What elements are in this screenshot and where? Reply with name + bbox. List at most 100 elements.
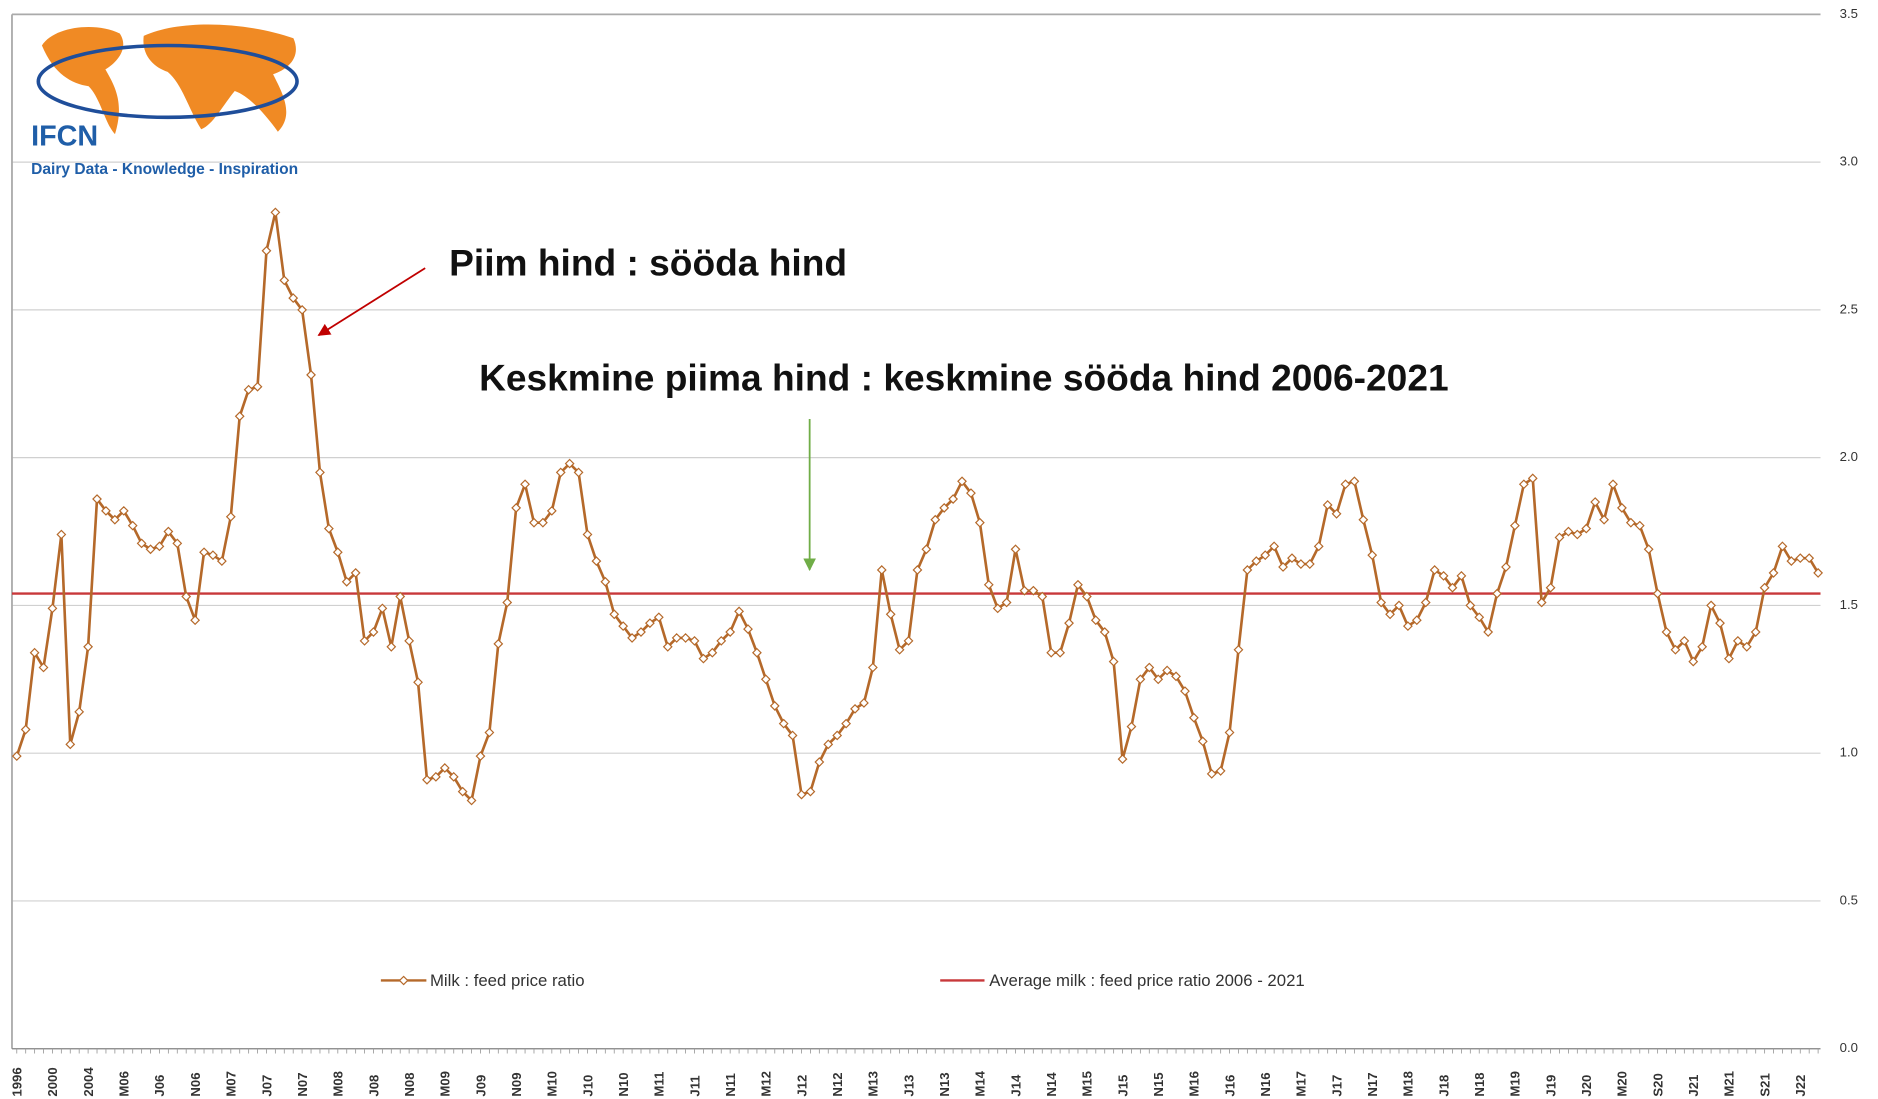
data-point [609, 609, 620, 620]
data-point [359, 635, 370, 646]
x-tick-label: N11 [723, 1073, 738, 1096]
x-tick-label: 1996 [10, 1067, 25, 1096]
data-point [1527, 473, 1538, 484]
x-tick-label: M16 [1187, 1071, 1202, 1097]
data-point [466, 795, 477, 806]
data-point [698, 653, 709, 664]
x-tick-label: M09 [438, 1071, 453, 1097]
data-point [1055, 647, 1066, 658]
data-point [368, 627, 379, 637]
x-tick-label: N14 [1044, 1072, 1059, 1097]
data-point [885, 609, 896, 620]
data-point [1411, 615, 1422, 626]
y-tick-label: 2.0 [1840, 449, 1858, 464]
data-point [662, 641, 673, 652]
data-point [297, 304, 308, 315]
data-point [404, 635, 415, 646]
data-point [306, 369, 316, 380]
data-point [1073, 579, 1083, 590]
data-point [1206, 768, 1217, 779]
x-tick-label: M07 [224, 1071, 239, 1097]
data-point [1661, 627, 1672, 637]
data-point [582, 529, 593, 540]
data-point [208, 550, 218, 561]
data-point [74, 706, 85, 717]
x-tick-label: J17 [1329, 1075, 1344, 1097]
data-point [841, 718, 852, 729]
data-point [279, 275, 290, 286]
data-point [118, 505, 129, 516]
x-tick-label: M13 [866, 1071, 881, 1097]
data-point [1269, 541, 1280, 552]
data-point [136, 538, 147, 549]
y-tick-label: 3.5 [1840, 6, 1858, 21]
logo-tagline: Dairy Data - Knowledge - Inspiration [31, 161, 298, 178]
data-point [1768, 567, 1779, 578]
x-tick-label: J07 [259, 1075, 274, 1097]
data-point [252, 381, 263, 392]
data-point [1126, 721, 1137, 732]
data-point [56, 529, 67, 540]
data-point [1617, 502, 1627, 513]
data-point [1171, 671, 1181, 682]
x-tick-label: J20 [1579, 1075, 1594, 1097]
x-tick-label: J14 [1008, 1074, 1023, 1097]
data-point [1135, 674, 1146, 685]
x-tick-label: J09 [473, 1075, 488, 1097]
data-point [323, 523, 334, 534]
x-tick-label: M10 [545, 1071, 560, 1097]
x-tick-label: M17 [1294, 1071, 1309, 1097]
data-point [1242, 565, 1253, 575]
x-tick-label: N08 [402, 1072, 417, 1096]
data-point [1037, 591, 1048, 602]
x-tick-label: M14 [973, 1070, 988, 1096]
data-point [537, 517, 548, 528]
data-point [101, 505, 111, 516]
data-point [1278, 562, 1288, 572]
data-point [1385, 609, 1395, 620]
data-point [1420, 597, 1431, 608]
data-point [1233, 644, 1244, 655]
data-point [38, 662, 49, 673]
x-tick-label: J22 [1793, 1075, 1808, 1097]
data-point [65, 739, 76, 750]
data-point [1572, 529, 1583, 540]
data-point [930, 514, 941, 525]
data-point [1367, 550, 1378, 561]
data-point [796, 789, 807, 800]
x-tick-label: J08 [366, 1075, 381, 1097]
data-point [1438, 570, 1449, 581]
x-tick-label: J06 [152, 1075, 167, 1097]
data-point [1224, 727, 1235, 738]
data-point [671, 633, 682, 643]
data-point [948, 494, 959, 504]
x-tick-label: M20 [1615, 1071, 1630, 1097]
data-point [769, 700, 780, 711]
data-point [1643, 544, 1654, 555]
y-tick-label: 0.5 [1840, 892, 1858, 907]
data-point [413, 677, 423, 688]
y-tick-label: 0.0 [1840, 1040, 1858, 1055]
data-point [448, 771, 459, 782]
data-point [243, 384, 254, 395]
data-point [163, 526, 174, 537]
x-tick-label: M15 [1080, 1071, 1095, 1097]
data-point [814, 757, 825, 767]
data-point [1652, 588, 1663, 599]
x-tick-label: M21 [1722, 1071, 1737, 1097]
data-point [1706, 600, 1717, 611]
annotation: Piim hind : sööda hind [449, 242, 847, 284]
data-point [1741, 641, 1752, 652]
x-tick-label: M18 [1401, 1071, 1416, 1097]
data-point [894, 644, 905, 655]
data-point [520, 479, 530, 490]
x-tick-label: N07 [295, 1072, 310, 1096]
data-point [1376, 597, 1387, 608]
data-point [680, 633, 691, 643]
data-point [1599, 514, 1610, 525]
logo: IFCN Dairy Data - Knowledge - Inspiratio… [31, 24, 299, 178]
data-point [1099, 627, 1110, 637]
data-point [1590, 497, 1601, 507]
